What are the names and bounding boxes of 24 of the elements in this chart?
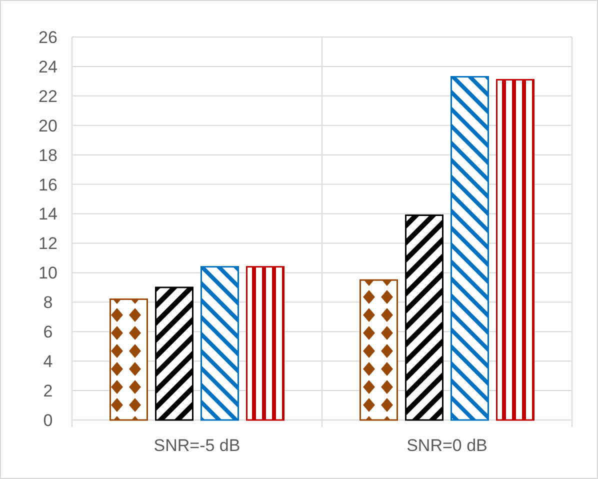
bar — [360, 279, 398, 421]
bar — [200, 266, 239, 421]
y-tick-label: 14 — [38, 204, 58, 224]
y-tick-label: 26 — [38, 28, 58, 47]
y-tick-label: 2 — [43, 381, 53, 400]
bar — [246, 266, 284, 421]
bar — [496, 78, 534, 421]
x-tick-label: SNR=0 dB — [406, 436, 488, 455]
y-tick-label: 0 — [43, 410, 53, 430]
bar — [405, 214, 444, 421]
bar — [110, 298, 148, 421]
y-tick-label: 22 — [38, 86, 58, 106]
y-tick-label: 10 — [38, 264, 58, 283]
bar — [155, 286, 194, 421]
bar — [450, 76, 489, 421]
y-tick-label: 8 — [43, 293, 53, 312]
y-tick-label: 6 — [43, 322, 53, 342]
y-tick-label: 20 — [38, 116, 58, 136]
x-tick-label: SNR=-5 dB — [154, 436, 240, 455]
y-tick-label: 4 — [43, 352, 53, 372]
y-tick-label: 12 — [38, 234, 58, 254]
y-tick-label: 18 — [38, 146, 58, 165]
y-tick-label: 16 — [38, 175, 58, 194]
y-tick-label: 24 — [38, 57, 58, 76]
